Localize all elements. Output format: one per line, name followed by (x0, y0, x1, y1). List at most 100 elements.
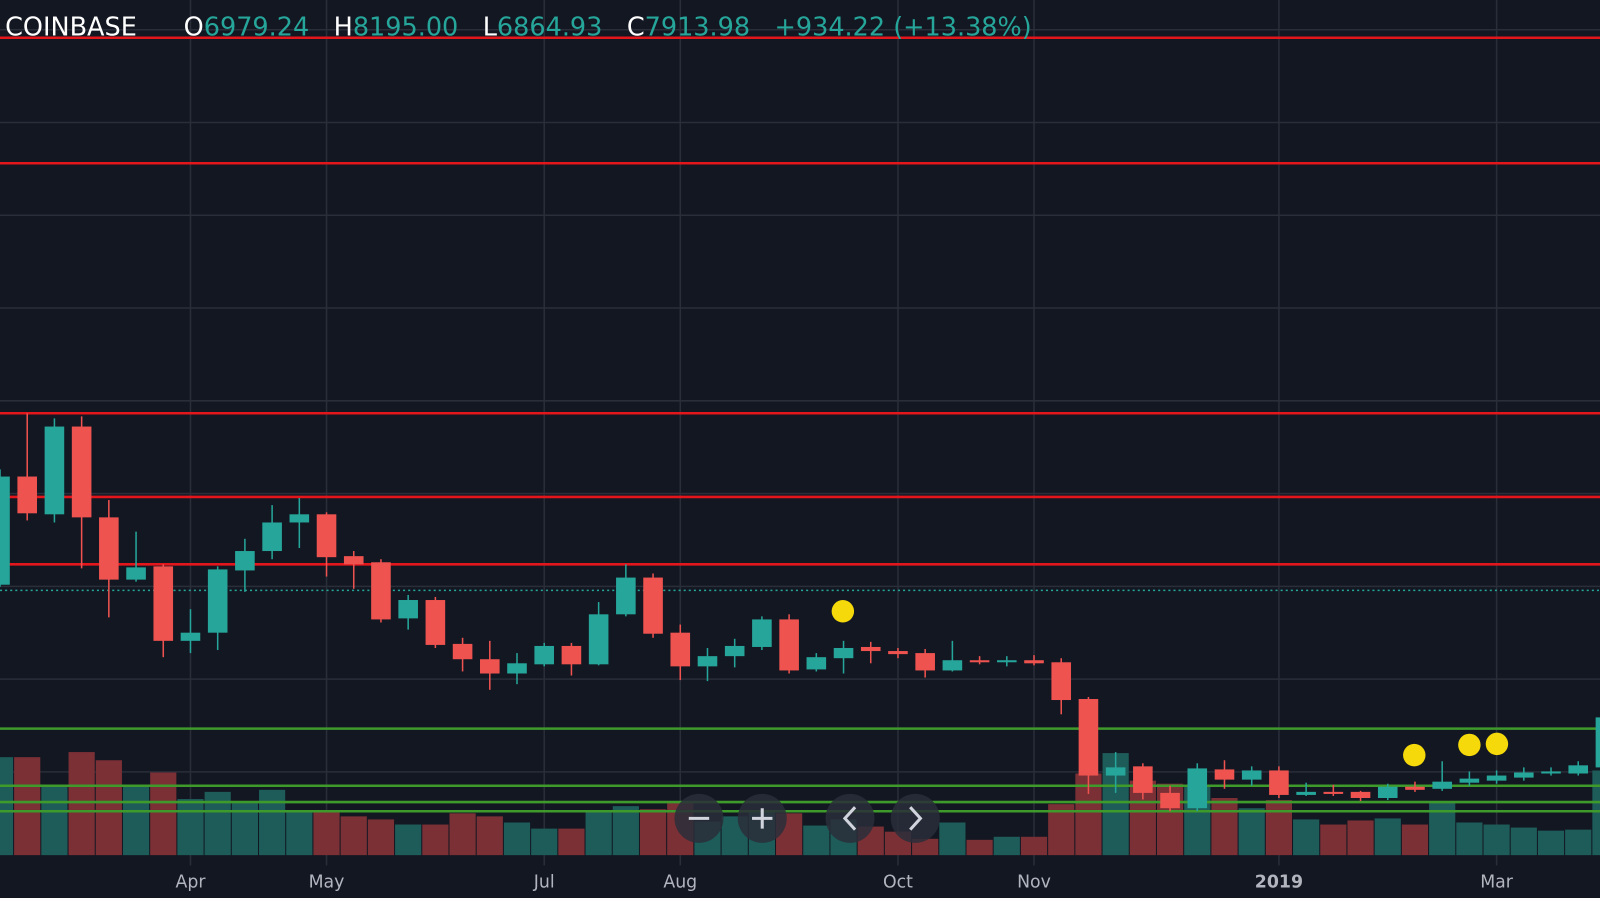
volume-bar (912, 838, 939, 856)
x-tick-label: Apr (175, 873, 206, 893)
candle-body (126, 567, 146, 580)
field-label: L (483, 13, 498, 43)
candle-body (752, 619, 772, 647)
x-tick-label: Aug (663, 873, 697, 893)
x-tick-label: Oct (883, 873, 913, 893)
candle-body (779, 619, 799, 671)
exchange: COINBASE (5, 13, 137, 43)
candle-body (942, 660, 963, 671)
candle-body (806, 657, 827, 670)
volume-bar (1238, 808, 1265, 856)
volume-bar (395, 824, 422, 856)
candle-body (316, 514, 337, 558)
volume-layer (0, 752, 1600, 856)
candle-body (1024, 660, 1044, 664)
volume-bar (313, 811, 340, 856)
volume-bar (1565, 829, 1592, 856)
candle-body (1296, 791, 1316, 795)
volume-bar (1048, 804, 1075, 856)
marker-dot (1485, 732, 1509, 756)
candle-body (534, 645, 555, 665)
candle-body (1377, 786, 1398, 798)
field-value: 8195.00 (353, 13, 458, 43)
volume-bar (1020, 836, 1048, 856)
candle-body (207, 569, 228, 633)
candle-body (888, 651, 908, 655)
candle-body (561, 645, 582, 665)
volume-bar (1537, 830, 1565, 856)
volume-bar (993, 836, 1020, 856)
volume-bar (367, 819, 395, 856)
candle-body (1133, 766, 1153, 793)
candle-body (1187, 768, 1208, 809)
zoom-out-button[interactable] (674, 793, 724, 843)
candle-body (969, 660, 990, 663)
volume-bar (340, 816, 367, 856)
candle-body (1514, 772, 1534, 778)
volume-bar (95, 760, 122, 856)
marker-dot (1458, 733, 1481, 757)
candle-body (1486, 775, 1507, 781)
volume-bar (259, 789, 286, 856)
volume-bar (177, 799, 204, 856)
candle-body (99, 517, 119, 580)
candle-body (860, 646, 881, 652)
candle-body (1323, 791, 1344, 794)
candle-body (1160, 792, 1180, 809)
candle-body (670, 632, 691, 667)
volume-bar (1374, 818, 1401, 856)
volume-bar (476, 816, 503, 856)
field-label: C (627, 13, 645, 43)
candle-body (425, 600, 446, 645)
markers (831, 600, 1509, 767)
volume-bar (612, 806, 639, 856)
volume-bar (449, 813, 476, 856)
volume-bar (639, 809, 667, 856)
field-value: 7913.98 (645, 13, 750, 43)
candle-body (452, 643, 473, 660)
change: +934.22 (+13.38%) (775, 13, 1032, 43)
candle-body (1595, 717, 1600, 768)
marker-dot (831, 600, 855, 623)
candle-body (71, 426, 92, 518)
candle-body (1405, 786, 1425, 790)
candle-body (17, 476, 38, 514)
volume-bar (1347, 820, 1374, 856)
scroll-left-button[interactable] (825, 793, 875, 843)
zoom-in-button[interactable] (737, 793, 787, 843)
candle-body (1350, 791, 1371, 798)
volume-bar (503, 822, 531, 856)
volume-bar (1293, 819, 1320, 856)
volume-bar (422, 824, 449, 856)
grid-layer (0, 0, 1600, 866)
candle-body (643, 577, 663, 634)
field-value: 6864.93 (497, 13, 602, 43)
candle-body (1568, 765, 1589, 774)
field-label: O (184, 13, 204, 43)
volume-bar (1211, 797, 1238, 856)
candle-body (0, 476, 10, 585)
candle-body (1432, 781, 1452, 789)
candle-body (1214, 769, 1235, 780)
scroll-right-button[interactable] (890, 793, 940, 843)
volume-bar (558, 828, 585, 856)
candle-body (289, 514, 310, 523)
candle-body (262, 522, 282, 552)
candle-body (1241, 770, 1262, 780)
candle-body (588, 614, 609, 665)
candle-body (616, 577, 636, 615)
volume-bar (939, 822, 966, 856)
volume-bar (585, 810, 612, 856)
volume-bar (1592, 770, 1600, 856)
volume-bar (1265, 800, 1293, 856)
candle-body (180, 632, 201, 641)
volume-bar (966, 839, 993, 856)
candle-body (1078, 699, 1099, 776)
candle-body (235, 551, 255, 571)
volume-bar (1320, 824, 1347, 856)
volume-bar (68, 752, 95, 856)
level-layer (0, 36, 1600, 813)
